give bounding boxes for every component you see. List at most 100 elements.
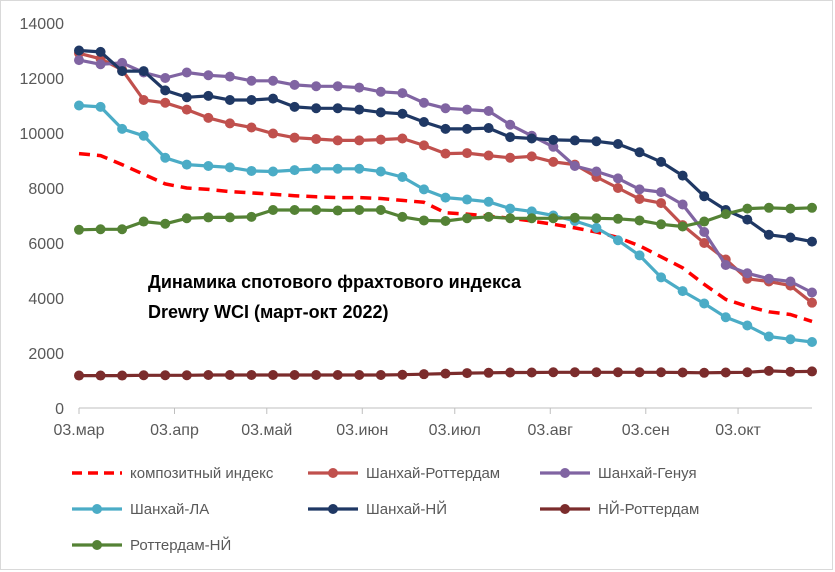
y-tick-label: 4000 xyxy=(28,291,64,308)
data-point xyxy=(74,100,84,111)
series-4 xyxy=(74,100,817,347)
data-point xyxy=(742,214,753,225)
y-tick-label: 0 xyxy=(55,401,64,418)
axes xyxy=(78,407,812,414)
data-point xyxy=(742,367,753,378)
data-point xyxy=(203,90,214,101)
data-point xyxy=(375,205,386,215)
data-point xyxy=(677,221,688,232)
data-point xyxy=(591,136,602,147)
series-2 xyxy=(74,48,817,308)
series-line xyxy=(78,51,813,304)
data-point xyxy=(311,205,322,215)
legend-marker xyxy=(328,468,338,478)
legend-label: НЙ-Роттердам xyxy=(598,500,699,518)
data-point xyxy=(138,95,149,105)
chart-title: Динамика спотового фрахтового индекса Dr… xyxy=(148,272,522,322)
data-point xyxy=(677,367,688,378)
data-point xyxy=(742,268,753,279)
data-point xyxy=(160,85,171,96)
data-point xyxy=(591,213,602,224)
data-point xyxy=(526,213,537,224)
data-point xyxy=(160,152,171,163)
data-point xyxy=(720,209,731,220)
data-point xyxy=(591,367,602,378)
data-point xyxy=(634,147,645,158)
data-point xyxy=(332,163,343,174)
data-point xyxy=(526,206,537,217)
data-point xyxy=(785,232,796,243)
data-point xyxy=(440,216,451,226)
data-point xyxy=(138,130,149,141)
data-point xyxy=(634,184,645,195)
data-point xyxy=(440,123,451,134)
legend-marker xyxy=(328,504,338,514)
data-point xyxy=(181,213,192,224)
data-point xyxy=(181,159,192,170)
data-point xyxy=(785,334,796,345)
data-point xyxy=(699,298,710,309)
data-point xyxy=(807,337,817,347)
chart-title-line-2: Drewry WCI (март-окт 2022) xyxy=(148,302,389,322)
data-point xyxy=(418,184,429,195)
y-tick-labels: 0 2000 4000 6000 8000 10000 12000 14000 xyxy=(20,16,65,418)
data-point xyxy=(268,93,279,104)
data-point xyxy=(505,203,516,214)
data-point xyxy=(505,213,516,224)
legend-item-7: Роттердам-НЙ xyxy=(72,536,231,554)
data-point xyxy=(656,198,667,209)
data-point xyxy=(354,205,365,215)
data-point xyxy=(699,191,710,202)
legend-marker xyxy=(92,504,102,514)
data-point xyxy=(720,312,731,323)
data-point xyxy=(612,213,623,224)
data-point xyxy=(418,215,429,226)
data-point xyxy=(612,173,623,184)
data-point xyxy=(505,367,516,378)
data-point xyxy=(462,368,473,379)
data-point xyxy=(332,81,343,92)
data-point xyxy=(720,260,731,270)
data-point xyxy=(74,370,84,381)
data-point xyxy=(95,59,106,70)
data-point xyxy=(763,273,774,284)
data-point xyxy=(311,163,322,174)
data-point xyxy=(634,367,645,378)
legend-label: композитный индекс xyxy=(130,465,274,482)
data-point xyxy=(375,134,386,145)
data-point xyxy=(505,152,516,163)
data-point xyxy=(440,368,451,379)
data-point xyxy=(462,123,473,134)
data-point xyxy=(375,370,386,380)
data-point xyxy=(224,162,235,173)
data-point xyxy=(224,118,235,129)
series-7 xyxy=(74,202,817,235)
data-point xyxy=(354,104,365,115)
data-point xyxy=(483,150,494,161)
series-3 xyxy=(74,55,817,298)
data-point xyxy=(117,224,128,235)
data-point xyxy=(375,86,386,97)
data-point xyxy=(117,57,128,68)
data-point xyxy=(375,166,386,177)
data-point xyxy=(160,73,171,83)
x-tick-label: 03.июл xyxy=(429,422,481,439)
data-point xyxy=(332,135,343,146)
data-point xyxy=(332,370,343,380)
chart-title-line-1: Динамика спотового фрахтового индекса xyxy=(148,272,522,292)
legend-marker xyxy=(560,468,570,478)
data-point xyxy=(699,367,710,378)
data-point xyxy=(203,370,214,380)
legend-item-2: Шанхай-Роттердам xyxy=(308,465,500,482)
data-point xyxy=(418,117,429,127)
data-point xyxy=(268,75,279,86)
data-point xyxy=(440,192,451,203)
data-point xyxy=(311,134,322,145)
data-point xyxy=(289,205,300,215)
data-point xyxy=(95,370,106,381)
data-point xyxy=(720,367,731,378)
data-point xyxy=(117,370,128,381)
y-tick-label: 10000 xyxy=(20,126,65,143)
data-point xyxy=(203,112,214,123)
